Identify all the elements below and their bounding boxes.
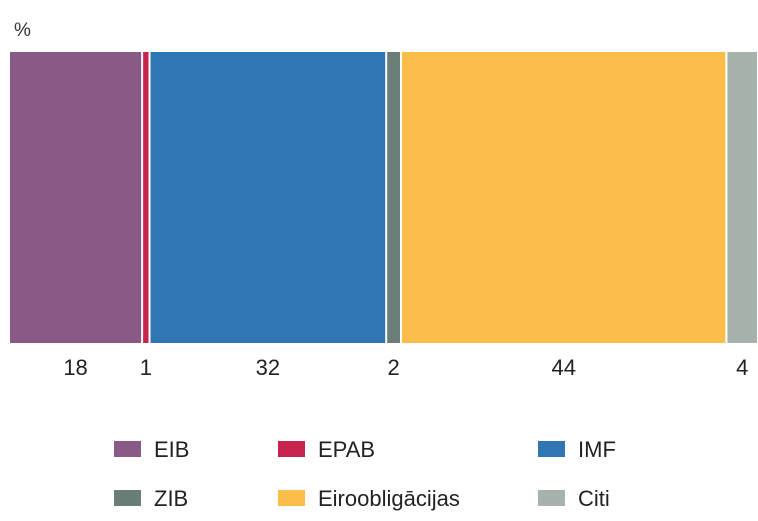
legend-item-zib: ZIB — [114, 486, 188, 511]
value-labels: 18 1 32 2 44 4 — [63, 355, 748, 380]
legend-label: ZIB — [154, 486, 188, 511]
bar-segment-zib — [387, 52, 400, 343]
legend-item-eib: EIB — [114, 437, 189, 462]
legend-item-citi: Citi — [538, 486, 610, 511]
legend-label: EPAB — [318, 437, 375, 462]
legend-swatch — [538, 441, 565, 457]
bar-segment-epab — [143, 52, 149, 343]
bar-segment-imf — [150, 52, 386, 343]
legend: EIB EPAB IMF ZIB Eiroobligācijas Citi — [114, 437, 616, 511]
legend-label: IMF — [578, 437, 616, 462]
value-label-eiroobligācijas: 44 — [551, 355, 575, 380]
value-label-citi: 4 — [736, 355, 748, 380]
legend-item-imf: IMF — [538, 437, 616, 462]
value-label-epab: 1 — [140, 355, 152, 380]
value-label-zib: 2 — [387, 355, 399, 380]
legend-swatch — [278, 490, 305, 506]
legend-swatch — [114, 441, 141, 457]
legend-swatch — [114, 490, 141, 506]
bar-segment-eib — [10, 52, 142, 343]
legend-item-eiroobligācijas: Eiroobligācijas — [278, 486, 460, 511]
bar-segments — [10, 52, 757, 343]
bar-segment-eiroobligācijas — [401, 52, 726, 343]
legend-label: Citi — [578, 486, 610, 511]
legend-label: Eiroobligācijas — [318, 486, 460, 511]
value-label-imf: 32 — [256, 355, 280, 380]
unit-label: % — [14, 20, 31, 41]
legend-item-epab: EPAB — [278, 437, 375, 462]
legend-swatch — [538, 490, 565, 506]
legend-swatch — [278, 441, 305, 457]
bar-segment-citi — [727, 52, 757, 343]
value-label-eib: 18 — [63, 355, 87, 380]
legend-label: EIB — [154, 437, 189, 462]
